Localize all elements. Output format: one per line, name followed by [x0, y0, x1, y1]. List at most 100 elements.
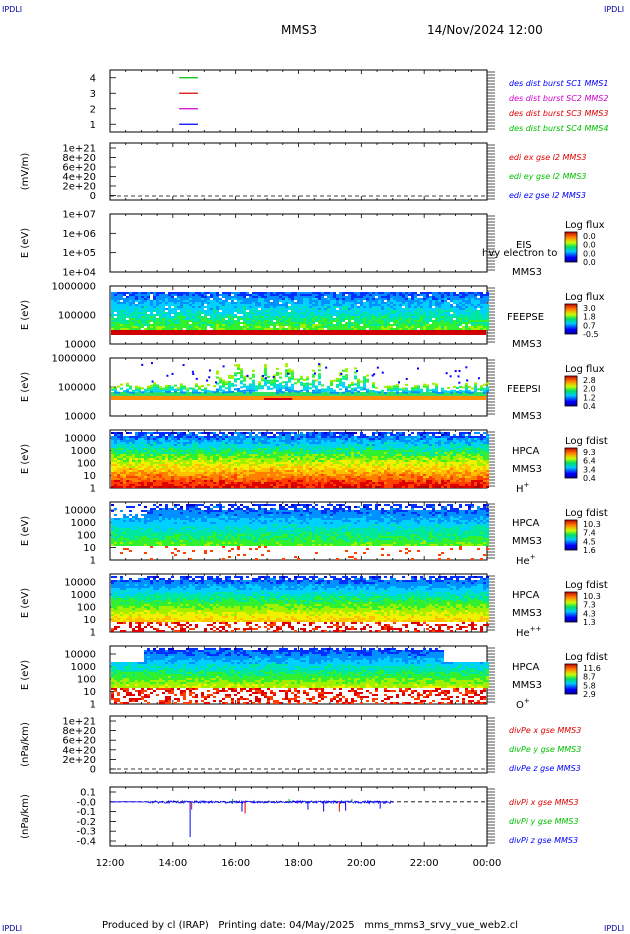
heatmap-cell [450, 375, 452, 377]
heatmap-cell [180, 292, 183, 294]
heatmap-cell [267, 388, 270, 390]
heatmap-cell [186, 304, 189, 306]
heatmap-cell [183, 326, 186, 328]
heatmap-cell [441, 316, 444, 318]
heatmap-cell [450, 294, 453, 296]
heatmap-cell [315, 387, 318, 389]
heatmap-cell [249, 384, 252, 386]
heatmap-cell [252, 328, 255, 330]
heatmap-cell [234, 292, 237, 294]
heatmap-cell [315, 292, 318, 294]
heatmap-cell [120, 436, 123, 438]
heatmap-cell [285, 300, 288, 302]
heatmap-cell [453, 302, 456, 304]
heatmap-cell [450, 316, 453, 318]
heatmap-cell [138, 442, 141, 444]
heatmap-cell [435, 292, 438, 294]
heatmap-cell [282, 324, 285, 326]
heatmap-cell [165, 391, 168, 393]
heatmap-cell [114, 306, 117, 308]
heatmap-cell [117, 474, 120, 476]
heatmap-cell [117, 318, 120, 320]
heatmap-cell [366, 312, 369, 314]
heatmap-cell [465, 308, 468, 310]
heatmap-cell [117, 484, 120, 486]
heatmap-cell [195, 304, 198, 306]
heatmap-cell [123, 304, 126, 306]
heatmap-cell [261, 387, 264, 389]
heatmap-cell [396, 328, 399, 330]
heatmap-cell [399, 312, 402, 314]
heatmap-cell [111, 389, 114, 391]
heatmap-cell [432, 391, 435, 393]
heatmap-cell [168, 470, 171, 472]
heatmap-cell [387, 292, 390, 294]
heatmap-cell [414, 292, 417, 294]
heatmap-cell [135, 326, 138, 328]
heatmap-cell [234, 384, 237, 386]
heatmap-cell [126, 310, 129, 312]
heatmap-cell [117, 448, 120, 450]
heatmap-cell [426, 388, 429, 390]
heatmap-cell [396, 292, 399, 294]
heatmap-cell [204, 318, 207, 320]
heatmap-cell [111, 472, 114, 474]
heatmap-cell [252, 388, 255, 390]
heatmap-cell [318, 328, 321, 330]
heatmap-cell [465, 298, 468, 300]
heatmap-cell [267, 302, 270, 304]
heatmap-cell [123, 310, 126, 312]
heatmap-cell [399, 294, 402, 296]
heatmap-cell [411, 310, 414, 312]
heatmap-cell [369, 310, 372, 312]
heatmap-cell [186, 390, 189, 392]
heatmap-cell [231, 324, 234, 326]
heatmap-cell [381, 302, 384, 304]
heatmap-cell [405, 392, 408, 394]
heatmap-cell [114, 304, 117, 306]
heatmap-cell [405, 388, 408, 390]
heatmap-cell [321, 312, 324, 314]
heatmap-cell [126, 389, 129, 391]
heatmap-cell [144, 314, 147, 316]
heatmap-cell [417, 314, 420, 316]
heatmap-cell [117, 326, 120, 328]
heatmap-cell [114, 482, 117, 484]
heatmap-cell [255, 304, 258, 306]
heatmap-cell [471, 316, 474, 318]
heatmap-cell [282, 316, 285, 318]
heatmap-cell [162, 468, 165, 470]
heatmap-cell [435, 312, 438, 314]
heatmap-cell [258, 383, 261, 385]
heatmap-cell [420, 294, 423, 296]
heatmap-cell [453, 314, 456, 316]
heatmap-cell [207, 292, 210, 294]
heatmap-cell [120, 466, 123, 468]
heatmap-cell [180, 389, 183, 391]
heatmap-cell [135, 296, 138, 298]
heatmap-cell [366, 300, 369, 302]
heatmap-cell [435, 306, 438, 308]
heatmap-band [111, 396, 486, 400]
heatmap-cell [216, 316, 219, 318]
heatmap-cell [294, 310, 297, 312]
heatmap-cell [483, 388, 486, 390]
heatmap-cell [150, 482, 153, 484]
heatmap-cell [132, 390, 135, 392]
heatmap-cell [426, 386, 429, 388]
heatmap-cell [465, 391, 468, 393]
heatmap-cell [405, 324, 408, 326]
heatmap-cell [276, 388, 279, 390]
heatmap-cell [351, 312, 354, 314]
heatmap-cell [291, 304, 294, 306]
heatmap-cell [285, 365, 288, 367]
heatmap-cell [225, 306, 228, 308]
heatmap-cell [369, 328, 372, 330]
heatmap-cell [483, 316, 486, 318]
heatmap-cell [447, 298, 450, 300]
heatmap-cell [372, 318, 375, 320]
heatmap-cell [351, 392, 354, 394]
heatmap-cell [420, 389, 423, 391]
heatmap-cell [144, 440, 147, 442]
heatmap-cell [384, 326, 387, 328]
